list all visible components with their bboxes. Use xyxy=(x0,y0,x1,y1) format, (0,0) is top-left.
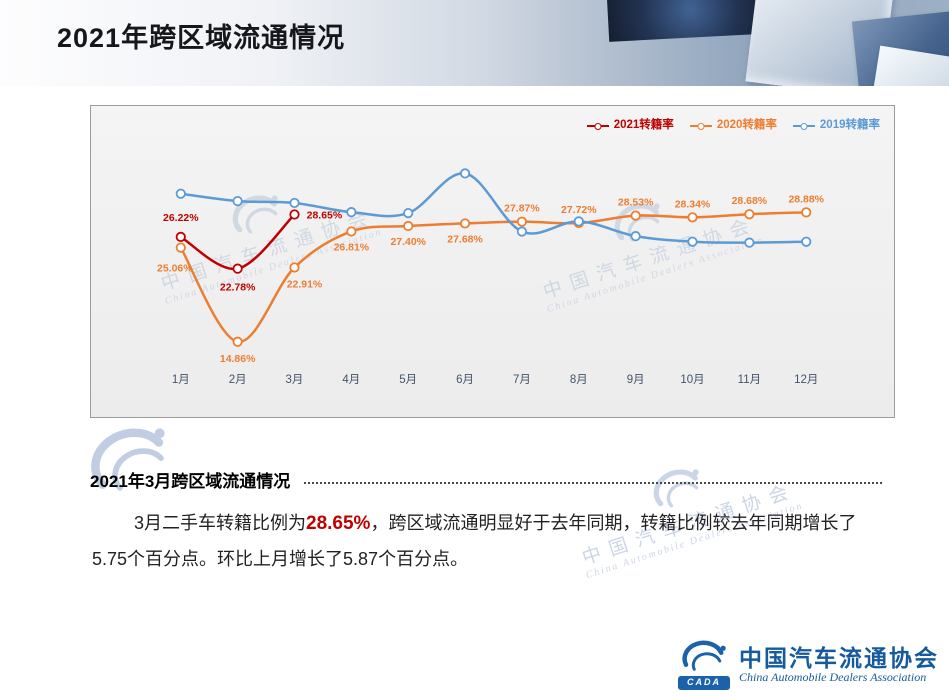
section-title: 2021年3月跨区域流通情况 xyxy=(90,472,291,491)
data-label: 28.68% xyxy=(732,195,768,207)
data-point xyxy=(289,262,300,273)
cada-badge: CADA xyxy=(678,676,730,690)
legend-label: 2021转籍率 xyxy=(613,119,674,131)
data-point xyxy=(516,216,528,227)
cada-brand-text: 中国汽车流通协会 China Automobile Dealers Associ… xyxy=(739,645,939,685)
x-axis-label: 5月 xyxy=(399,374,417,386)
data-label: 25.06% xyxy=(157,263,193,275)
highlight-value: 28.65% xyxy=(306,513,371,534)
data-point xyxy=(801,236,812,247)
data-point xyxy=(687,236,698,247)
cada-logo: CADA xyxy=(678,640,730,690)
data-label: 27.40% xyxy=(390,236,426,248)
summary-paragraph: 3月二手车转籍比例为28.65%，跨区域流通明显好于去年同期，转籍比例较去年同期… xyxy=(92,505,897,577)
data-label: 22.91% xyxy=(287,278,323,290)
data-point xyxy=(403,207,414,219)
data-point xyxy=(289,209,300,220)
data-point xyxy=(516,226,528,237)
data-label: 27.72% xyxy=(561,204,597,216)
x-axis-label: 12月 xyxy=(794,374,818,386)
data-label: 28.53% xyxy=(618,197,654,209)
cada-swoosh-icon xyxy=(80,416,183,507)
x-axis-label: 4月 xyxy=(342,374,360,386)
data-label: 26.81% xyxy=(334,241,370,253)
data-point xyxy=(346,207,357,218)
data-label: 28.65% xyxy=(307,209,343,221)
data-point xyxy=(232,263,243,274)
data-point xyxy=(630,210,641,221)
x-axis-label: 2月 xyxy=(229,374,247,386)
data-point xyxy=(346,226,357,237)
line-chart-canvas: 1月 2月 3月 4月 5月 6月 7月 8月 9月 10月 11月 12月 26.22% 22.78% 2… xyxy=(157,168,825,386)
legend-line-marker-icon xyxy=(586,124,609,127)
x-axis-label: 6月 xyxy=(456,374,474,386)
x-axis-label: 3月 xyxy=(286,374,304,386)
cada-swoosh-icon xyxy=(681,640,727,676)
series-line-2019转籍率 xyxy=(180,172,807,244)
data-point xyxy=(630,231,641,242)
data-point xyxy=(459,168,471,179)
x-axis-label: 9月 xyxy=(627,374,645,386)
x-axis-label: 11月 xyxy=(738,374,761,386)
legend-label: 2019转籍率 xyxy=(819,119,880,131)
page-title: 2021年跨区域流通情况 xyxy=(57,23,346,53)
legend-line-marker-icon xyxy=(689,124,712,127)
summary-text: 5.75个百分点。环比上月增长了5.87个百分点。 xyxy=(92,549,469,570)
data-point xyxy=(801,207,812,218)
cada-brand-footer: CADA 中国汽车流通协会 China Automobile Dealers A… xyxy=(678,640,939,690)
x-axis-label: 10月 xyxy=(680,374,704,386)
data-label: 27.68% xyxy=(447,233,483,245)
brand-name-cn: 中国汽车流通协会 xyxy=(739,644,939,671)
banner-globe-image xyxy=(606,0,760,42)
series-line-2020转籍率 xyxy=(179,211,807,344)
data-point xyxy=(744,209,755,220)
legend-line-marker-icon xyxy=(792,124,815,127)
data-point xyxy=(232,336,243,347)
data-label: 26.22% xyxy=(163,212,199,224)
section-heading-row: 2021年3月跨区域流通情况 xyxy=(90,467,882,492)
brand-name-en: China Automobile Dealers Association xyxy=(739,670,927,685)
legend-item-2021: 2021转籍率 xyxy=(586,119,674,132)
legend-item-2019: 2019转籍率 xyxy=(792,119,880,132)
data-point xyxy=(459,218,471,229)
legend-item-2020: 2020转籍率 xyxy=(689,119,777,132)
data-point xyxy=(687,212,698,223)
x-axis-label: 7月 xyxy=(513,374,531,386)
x-axis-label: 8月 xyxy=(570,374,588,386)
dotted-leader xyxy=(304,481,882,484)
summary-text: ，跨区域流通明显好于去年同期，转籍比例较去年同期增长了 xyxy=(370,513,857,533)
data-point xyxy=(175,188,186,199)
legend-label: 2020转籍率 xyxy=(716,119,777,131)
data-point xyxy=(175,242,186,253)
data-label: 27.87% xyxy=(504,203,540,215)
slide-header: 2021年跨区域流通情况 xyxy=(0,0,949,86)
data-point xyxy=(744,237,755,248)
data-point xyxy=(232,195,243,207)
data-point xyxy=(175,231,186,243)
data-point xyxy=(403,220,414,232)
data-label: 28.88% xyxy=(788,193,824,205)
summary-text: 3月二手车转籍比例为 xyxy=(134,513,307,533)
data-label: 14.86% xyxy=(220,353,256,365)
data-label: 28.34% xyxy=(675,198,711,210)
chart-legend: 2021转籍率 2020转籍率 2019转籍率 xyxy=(586,119,880,132)
x-axis-label: 1月 xyxy=(172,374,190,386)
data-point xyxy=(573,216,584,227)
transfer-rate-chart: 中国汽车流通协会 China Automobile Dealers Associ… xyxy=(90,105,895,418)
data-label: 22.78% xyxy=(220,282,256,294)
watermark xyxy=(80,416,183,507)
data-point xyxy=(289,197,300,209)
